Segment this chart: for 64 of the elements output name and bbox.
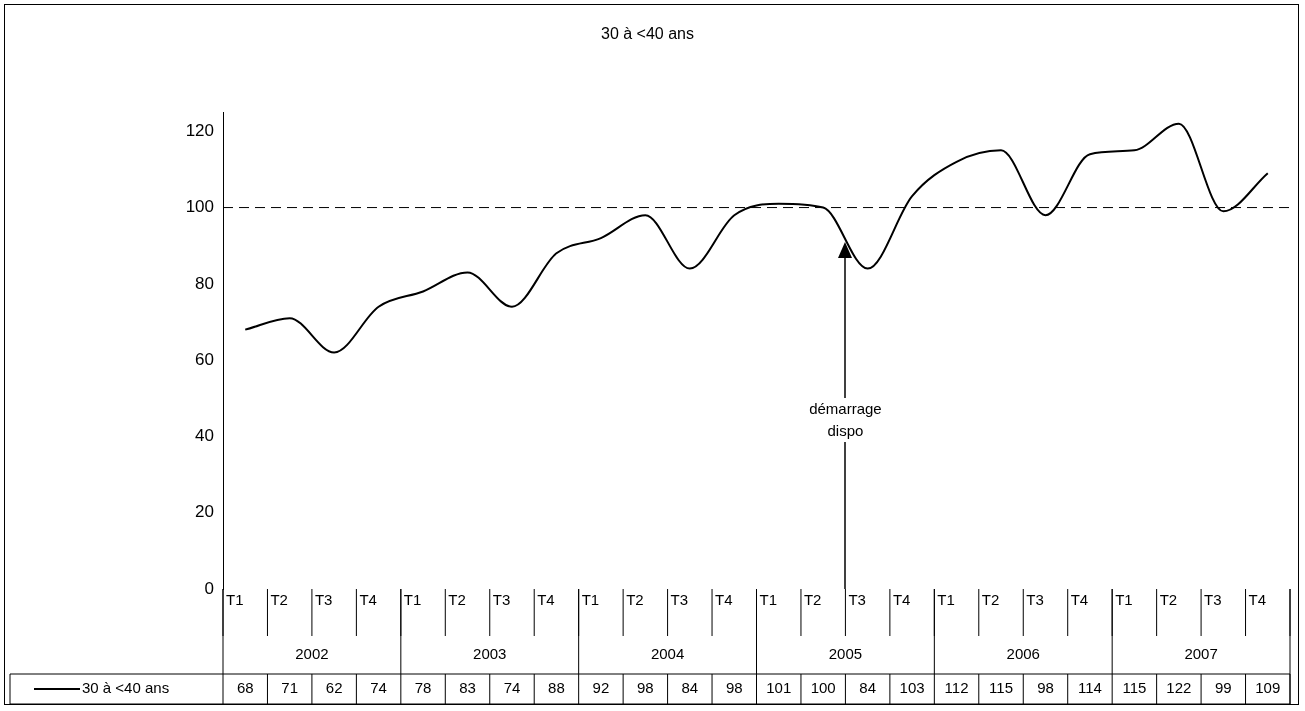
data-label: 92	[592, 679, 610, 697]
text: 2003	[473, 645, 507, 663]
text: 2006	[1006, 645, 1040, 663]
x-tick-label: T1	[937, 591, 955, 609]
y-tick-label: 40	[195, 426, 214, 446]
data-label: 68	[236, 679, 254, 697]
y-tick-label: 80	[195, 273, 214, 293]
x-tick-label: T3	[1204, 591, 1222, 609]
x-tick-label: T4	[715, 591, 733, 609]
x-tick-label: T1	[403, 591, 422, 609]
x-tick-label: T4	[537, 591, 555, 609]
legend-label: 30 à <40 ans	[82, 679, 170, 697]
data-label: 112	[944, 679, 969, 697]
data-label: 74	[370, 679, 387, 697]
data-label: 115	[1122, 679, 1147, 697]
x-tick-label: T4	[359, 591, 377, 609]
annotation: démarrage dispo	[800, 398, 891, 443]
x-tick-label: T1	[759, 591, 778, 609]
data-label: 109	[1255, 679, 1281, 697]
y-tick-label: 100	[185, 197, 214, 217]
data-label: 115	[989, 679, 1013, 697]
x-tick-label: T3	[848, 591, 866, 609]
data-label: 84	[681, 679, 699, 697]
chart-title: 30 à <40 ans	[601, 25, 694, 43]
x-tick-label: T4	[1248, 591, 1267, 609]
data-label: 71	[281, 679, 299, 697]
text: 2004	[650, 645, 685, 663]
y-tick-label: 20	[195, 502, 214, 522]
y-tick-label: 0	[204, 578, 214, 598]
data-label: 83	[459, 679, 476, 697]
data-label: 62	[325, 679, 343, 697]
data-label: 98	[1037, 679, 1054, 697]
x-tick-label: T2	[803, 591, 822, 609]
text: 2002	[295, 645, 329, 663]
x-tick-label: T2	[1159, 591, 1178, 609]
x-tick-label: T2	[626, 591, 644, 609]
x-tick-label: T1	[226, 591, 244, 609]
x-tick-label: T3	[1026, 591, 1044, 609]
y-tick-label: 60	[195, 349, 214, 369]
data-label: 78	[414, 679, 432, 697]
x-tick-label: T4	[1070, 591, 1089, 609]
x-tick-label: T3	[314, 591, 333, 609]
data-label: 84	[859, 679, 876, 697]
data-label: 88	[548, 679, 565, 697]
text: 2005	[828, 645, 863, 663]
text: 2007	[1184, 645, 1218, 663]
data-label: 114	[1077, 679, 1102, 697]
data-label: 122	[1166, 679, 1192, 697]
y-tick-label: 120	[185, 120, 214, 140]
data-label: 98	[637, 679, 654, 697]
x-tick-label: T2	[448, 591, 466, 609]
data-label: 98	[725, 679, 743, 697]
data-label: 100	[810, 679, 836, 697]
x-tick-label: T3	[670, 591, 689, 609]
data-label: 103	[899, 679, 925, 697]
x-tick-label: T4	[892, 591, 911, 609]
x-tick-label: T1	[1115, 591, 1133, 609]
data-label: 99	[1214, 679, 1232, 697]
data-label: 74	[503, 679, 521, 697]
x-tick-label: T2	[270, 591, 288, 609]
data-label: 101	[766, 679, 792, 697]
x-tick-label: T2	[981, 591, 1000, 609]
x-tick-label: T3	[492, 591, 511, 609]
x-tick-label: T1	[581, 591, 600, 609]
